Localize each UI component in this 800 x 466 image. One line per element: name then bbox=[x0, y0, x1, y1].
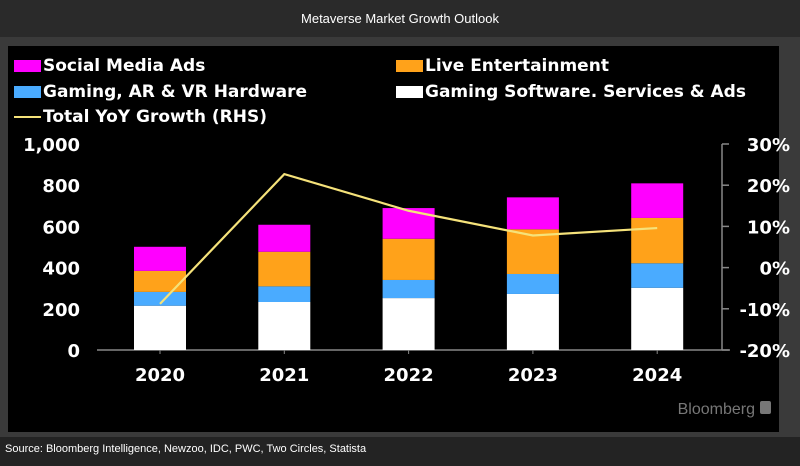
bar-segment bbox=[134, 305, 186, 350]
legend-swatch bbox=[14, 86, 41, 98]
bloomberg-logo-icon bbox=[760, 401, 771, 414]
left-axis-tick-label: 1,000 bbox=[23, 135, 80, 156]
bar-segment bbox=[134, 246, 186, 271]
bar-segment bbox=[382, 298, 435, 350]
bar-segment bbox=[258, 224, 311, 252]
legend-label: Gaming, AR & VR Hardware bbox=[43, 82, 307, 102]
legend-label: Gaming Software. Services & Ads bbox=[425, 82, 746, 102]
x-axis-tick-label: 2023 bbox=[508, 365, 558, 386]
x-axis-tick-label: 2024 bbox=[632, 365, 682, 386]
left-axis-tick-label: 600 bbox=[42, 217, 80, 238]
bar-segment bbox=[506, 293, 559, 350]
bar-segment bbox=[382, 208, 435, 239]
bar-segment bbox=[506, 197, 559, 230]
legend-label: Live Entertainment bbox=[425, 56, 609, 76]
left-axis-tick-label: 400 bbox=[42, 259, 80, 280]
bar-segment bbox=[631, 263, 684, 288]
bar-segment bbox=[506, 273, 559, 294]
x-axis-tick-label: 2022 bbox=[384, 365, 434, 386]
right-axis-tick-label: 10% bbox=[747, 217, 790, 238]
bar-segment bbox=[258, 302, 311, 350]
bar-segment bbox=[631, 183, 684, 218]
bar-segment bbox=[506, 229, 559, 274]
bar-segment bbox=[382, 279, 435, 299]
bar-segment bbox=[258, 286, 311, 303]
bar-segment bbox=[134, 270, 186, 292]
legend-swatch bbox=[396, 60, 423, 72]
legend-swatch bbox=[14, 60, 41, 72]
bar-segment bbox=[134, 291, 186, 306]
x-axis-tick-label: 2021 bbox=[259, 365, 309, 386]
right-axis-tick-label: -20% bbox=[739, 341, 790, 362]
left-axis-tick-label: 0 bbox=[67, 341, 80, 362]
chart-title: Metaverse Market Growth Outlook bbox=[0, 0, 800, 37]
bar-segment bbox=[258, 251, 311, 287]
right-axis-tick-label: -10% bbox=[739, 300, 790, 321]
x-axis-tick-label: 2020 bbox=[135, 365, 185, 386]
right-axis-tick-label: 30% bbox=[747, 135, 790, 156]
legend-swatch bbox=[396, 86, 423, 98]
bar-segment bbox=[631, 217, 684, 264]
legend-label: Total YoY Growth (RHS) bbox=[43, 107, 267, 127]
source-note: Source: Bloomberg Intelligence, Newzoo, … bbox=[0, 437, 800, 466]
right-axis-tick-label: 20% bbox=[747, 176, 790, 197]
right-axis-tick-label: 0% bbox=[759, 259, 790, 280]
bloomberg-logo: Bloomberg bbox=[678, 401, 755, 418]
legend-label: Social Media Ads bbox=[43, 56, 205, 76]
left-axis-tick-label: 800 bbox=[42, 176, 80, 197]
left-axis-tick-label: 200 bbox=[42, 300, 80, 321]
bar-segment bbox=[382, 238, 435, 280]
bar-segment bbox=[631, 287, 684, 350]
yoy-growth-line bbox=[159, 172, 658, 305]
